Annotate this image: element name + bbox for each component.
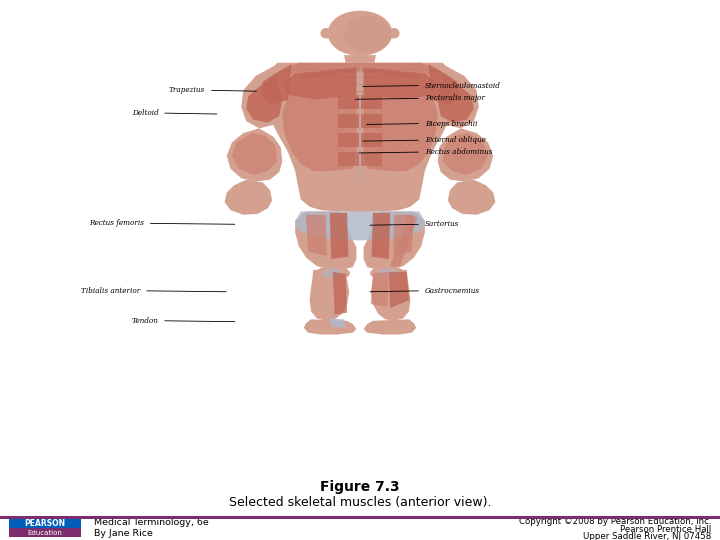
Text: Tibialis anterior: Tibialis anterior (81, 287, 140, 295)
Polygon shape (330, 213, 348, 259)
Polygon shape (344, 55, 376, 63)
FancyBboxPatch shape (9, 519, 81, 537)
Polygon shape (241, 64, 282, 129)
Text: External oblique: External oblique (425, 136, 486, 144)
Polygon shape (361, 95, 382, 109)
Ellipse shape (370, 266, 405, 280)
Ellipse shape (328, 11, 392, 56)
Polygon shape (361, 152, 382, 166)
FancyBboxPatch shape (9, 519, 81, 528)
Polygon shape (389, 272, 409, 308)
Polygon shape (310, 270, 349, 321)
Polygon shape (282, 95, 356, 171)
Polygon shape (330, 319, 346, 328)
Text: Trapezius: Trapezius (169, 86, 205, 94)
Polygon shape (364, 212, 425, 270)
Ellipse shape (388, 28, 400, 38)
FancyBboxPatch shape (9, 528, 81, 537)
Text: Copyright ©2008 by Pearson Education, Inc.: Copyright ©2008 by Pearson Education, In… (519, 517, 711, 526)
Polygon shape (390, 215, 418, 267)
Polygon shape (428, 64, 459, 105)
Ellipse shape (344, 16, 390, 53)
Ellipse shape (322, 268, 343, 278)
Polygon shape (364, 319, 416, 335)
Polygon shape (295, 212, 356, 270)
Text: PEARSON: PEARSON (24, 519, 66, 528)
Polygon shape (371, 272, 389, 307)
Polygon shape (448, 180, 495, 215)
Polygon shape (246, 76, 282, 123)
Ellipse shape (320, 28, 332, 38)
Ellipse shape (315, 266, 350, 280)
Polygon shape (372, 213, 390, 259)
Polygon shape (438, 64, 479, 129)
Polygon shape (227, 129, 282, 181)
Polygon shape (232, 133, 277, 175)
Text: Education: Education (27, 530, 62, 536)
Polygon shape (338, 152, 359, 166)
Text: Pectoralis major: Pectoralis major (425, 94, 485, 103)
Text: Upper Saddle River, NJ 07458: Upper Saddle River, NJ 07458 (583, 532, 711, 540)
Polygon shape (393, 215, 414, 255)
Text: Biceps brachii: Biceps brachii (425, 119, 477, 127)
Polygon shape (282, 68, 356, 100)
Polygon shape (364, 95, 438, 171)
Polygon shape (438, 129, 493, 181)
Text: Tendon: Tendon (132, 317, 158, 325)
Text: Pearson Prentice Hall: Pearson Prentice Hall (620, 525, 711, 534)
Polygon shape (306, 215, 327, 255)
Polygon shape (371, 270, 410, 321)
Text: Figure 7.3: Figure 7.3 (320, 480, 400, 494)
Polygon shape (361, 114, 382, 129)
Polygon shape (443, 133, 488, 175)
Polygon shape (338, 95, 359, 109)
Text: By Jane Rice: By Jane Rice (94, 529, 153, 538)
Polygon shape (338, 133, 359, 147)
Text: Sartorius: Sartorius (425, 220, 459, 228)
Text: Rectus abdominus: Rectus abdominus (425, 148, 492, 156)
Polygon shape (295, 212, 425, 240)
Polygon shape (263, 63, 457, 212)
Text: Sternocleidomastoid: Sternocleidomastoid (425, 82, 500, 90)
Polygon shape (333, 272, 347, 315)
Ellipse shape (377, 268, 398, 278)
Text: Deltoid: Deltoid (132, 109, 158, 117)
Text: Rectus femoris: Rectus femoris (89, 219, 144, 227)
Text: Selected skeletal muscles (anterior view).: Selected skeletal muscles (anterior view… (229, 496, 491, 509)
Polygon shape (438, 76, 474, 123)
Polygon shape (261, 64, 292, 105)
Polygon shape (304, 319, 356, 335)
Polygon shape (277, 63, 443, 78)
Text: Medical Terminology, 6e: Medical Terminology, 6e (94, 518, 208, 528)
Text: Gastrocnemius: Gastrocnemius (425, 287, 480, 295)
Polygon shape (364, 68, 438, 100)
Polygon shape (361, 133, 382, 147)
Polygon shape (338, 114, 359, 129)
Polygon shape (225, 180, 272, 215)
